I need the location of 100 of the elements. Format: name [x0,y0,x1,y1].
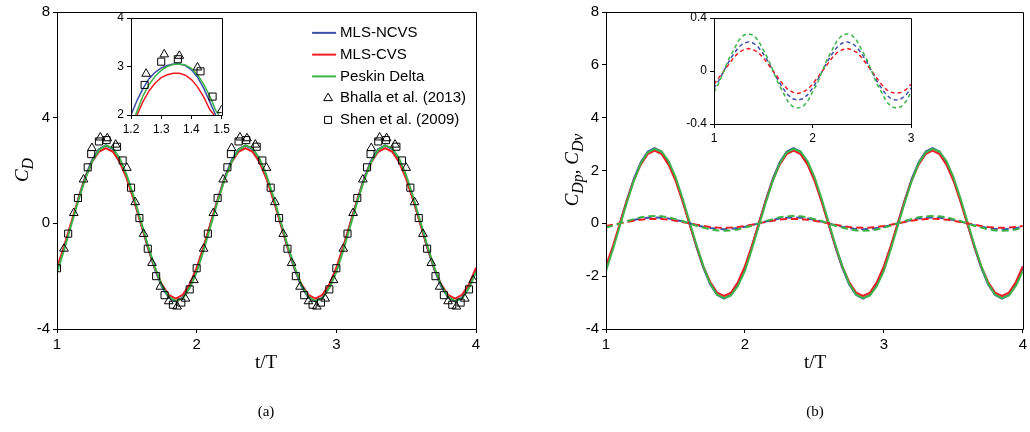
point [168,300,177,309]
point [68,207,79,217]
point [426,257,437,266]
point [177,298,186,307]
point [358,173,368,183]
point [303,295,314,305]
point [235,131,245,141]
point [208,207,219,217]
point [381,136,390,145]
point [180,293,191,302]
point [160,291,169,300]
point [353,193,362,203]
point [460,293,470,302]
point [242,136,251,145]
point [291,272,300,281]
point [147,257,157,266]
point [252,142,261,151]
legend-label: Peskin Delta [340,66,425,84]
point [464,285,474,294]
point [270,196,280,206]
point [448,300,457,309]
point [443,295,453,305]
x-tick-label: 1 [601,335,611,353]
point [64,229,73,238]
point [192,61,203,71]
point [152,272,161,281]
x-tick-label: 3 [332,335,341,353]
y-tick-label: 8 [590,2,599,20]
y-tick-label: -4 [36,319,50,337]
y-tick-label: -0.4 [686,116,708,131]
point [135,214,144,223]
text: (a) [257,403,275,419]
point [374,137,383,146]
y-tick-label: 4 [590,107,599,125]
point [311,301,322,310]
point [122,162,132,171]
point [223,163,232,172]
point [102,136,111,145]
point [73,193,82,203]
point [456,298,465,307]
point [338,243,349,252]
point [242,132,252,142]
point [138,228,149,237]
x-tick-label: 1.5 [213,121,231,136]
point [174,50,185,59]
x-tick-label: 3 [907,130,915,145]
point [348,207,358,217]
point [143,244,152,253]
point [196,67,205,76]
point [198,243,209,252]
y-tick-label: 4 [117,10,125,25]
point [328,274,339,284]
legend-label: MLS-CVS [340,44,407,62]
x-tick-label: 4 [471,335,481,353]
legend-label: MLS-NCVS [340,23,418,41]
x-tick-label: 4 [1018,335,1027,353]
point [278,228,289,237]
point [320,293,330,302]
x-tick-label: 3 [879,335,889,353]
point [110,139,121,148]
line-series [632,216,1023,231]
point [418,228,428,237]
point [295,281,305,290]
point [83,163,92,172]
point [126,183,136,192]
point [390,139,400,148]
y-tick-label: 0 [590,213,599,231]
point [343,229,352,238]
x-axis-title: t/T [803,351,827,372]
point [218,173,229,183]
point [59,243,69,252]
point [392,142,401,151]
point [414,214,423,223]
point [258,156,267,165]
point [157,57,166,66]
point [226,150,235,159]
x-tick-label: 1.4 [183,121,201,136]
point [113,142,122,151]
legend-label: Shen et al. (2009) [340,110,460,128]
point [234,137,243,146]
line-series [714,33,911,109]
point [78,173,89,183]
point [213,193,222,203]
point [208,92,217,101]
point [401,162,411,171]
x-tick-label: 1 [710,130,718,145]
text: (b) [806,403,824,419]
y-tick-label: 8 [41,2,50,20]
point [203,229,212,238]
point [374,131,385,141]
x-tick-label: 2 [740,335,750,353]
point [94,137,103,146]
point [130,196,141,206]
point [95,131,106,141]
point [266,183,275,192]
point [192,264,201,273]
legend-label: Bhalla et al. (2013) [340,88,467,106]
x-tick-label: 2 [192,335,201,353]
y-tick-label: 6 [590,54,599,72]
point [434,281,445,290]
